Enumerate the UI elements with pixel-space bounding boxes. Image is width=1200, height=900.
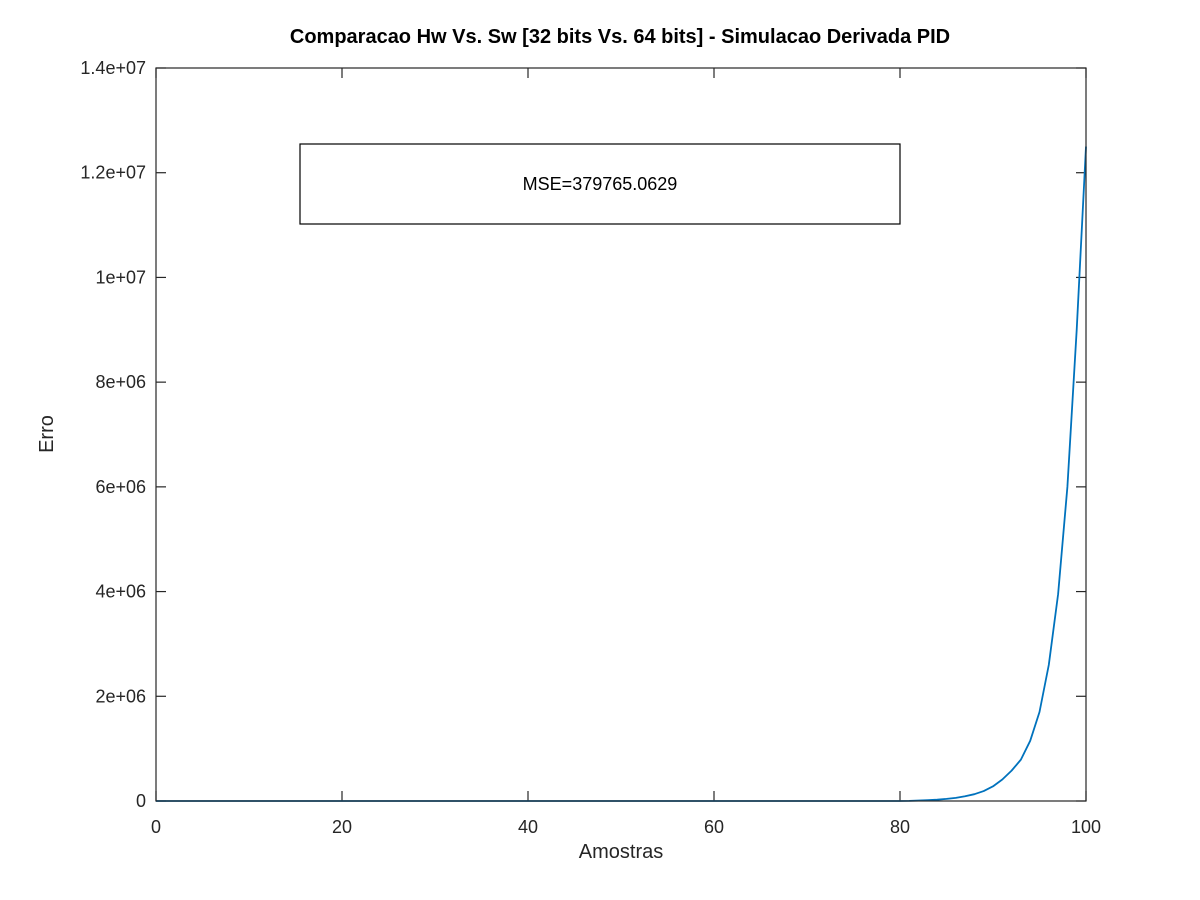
y-tick-label: 6e+06: [95, 477, 146, 497]
y-tick-label: 0: [136, 791, 146, 811]
y-tick-label: 1.2e+07: [80, 163, 146, 183]
annotation-frame: [299, 143, 901, 225]
annotation-box: MSE=379765.0629: [299, 143, 901, 225]
y-tick-label: 1e+07: [95, 267, 146, 287]
tick-label-group: 0 20 40 60 80 100 0 2e+06 4e+06 6e+06 8e+06 1e+07 1.…: [80, 58, 1101, 837]
y-tick-label: 8e+06: [95, 372, 146, 392]
x-tick-label: 0: [151, 817, 161, 837]
chart-title: Comparacao Hw Vs. Sw [32 bits Vs. 64 bit…: [290, 26, 950, 48]
y-axis-label: Erro: [36, 415, 58, 453]
y-tick-label: 4e+06: [95, 582, 146, 602]
annotation-text: MSE=379765.0629: [523, 174, 678, 194]
x-tick-label: 20: [332, 817, 352, 837]
plot-frame: [155, 67, 1087, 802]
y-tick-label: 2e+06: [95, 686, 146, 706]
x-tick-label: 60: [704, 817, 724, 837]
x-tick-label: 100: [1071, 817, 1101, 837]
y-tick-label: 1.4e+07: [80, 58, 146, 78]
x-tick-label: 40: [518, 817, 538, 837]
x-tick-label: 80: [890, 817, 910, 837]
x-axis-label: Amostras: [579, 841, 663, 863]
